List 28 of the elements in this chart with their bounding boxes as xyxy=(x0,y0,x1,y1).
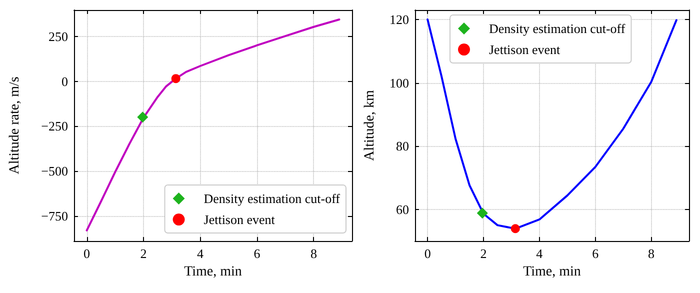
x-tick-label: 0 xyxy=(84,246,90,261)
legend-label: Jettison event xyxy=(204,212,276,227)
legend-label: Jettison event xyxy=(489,42,561,57)
x-tick-label: 6 xyxy=(254,246,261,261)
y-axis-title: Altitude rate, m/s xyxy=(8,76,22,174)
y-tick-label: −250 xyxy=(41,118,68,134)
x-tick-label: 4 xyxy=(536,246,544,261)
x-tick-label: 4 xyxy=(196,246,204,261)
y-tick-label: 250 xyxy=(48,28,68,44)
y-tick-label: 60 xyxy=(396,202,409,217)
x-tick-label: 2 xyxy=(480,246,487,261)
x-axis-title: Time, min xyxy=(523,264,581,280)
y-tick-label: 100 xyxy=(390,75,409,90)
x-tick-label: 8 xyxy=(648,246,655,261)
y-axis-title: Altitude, km xyxy=(362,90,378,161)
y-tick-label: −750 xyxy=(41,208,68,224)
y-tick-label: 120 xyxy=(390,12,409,27)
y-tick-label: −500 xyxy=(41,164,68,178)
legend-label: Density estimation cut-off xyxy=(204,191,341,206)
x-tick-label: 0 xyxy=(424,246,431,261)
y-tick-label: 0 xyxy=(62,74,68,89)
line-series xyxy=(86,18,340,232)
legend-label: Density estimation cut-off xyxy=(489,21,626,36)
x-tick-label: 2 xyxy=(140,246,147,261)
y-tick-label: 80 xyxy=(396,138,409,154)
x-axis-title: Time, min xyxy=(184,264,242,280)
x-tick-label: 8 xyxy=(310,246,317,261)
x-tick-label: 6 xyxy=(592,246,600,261)
